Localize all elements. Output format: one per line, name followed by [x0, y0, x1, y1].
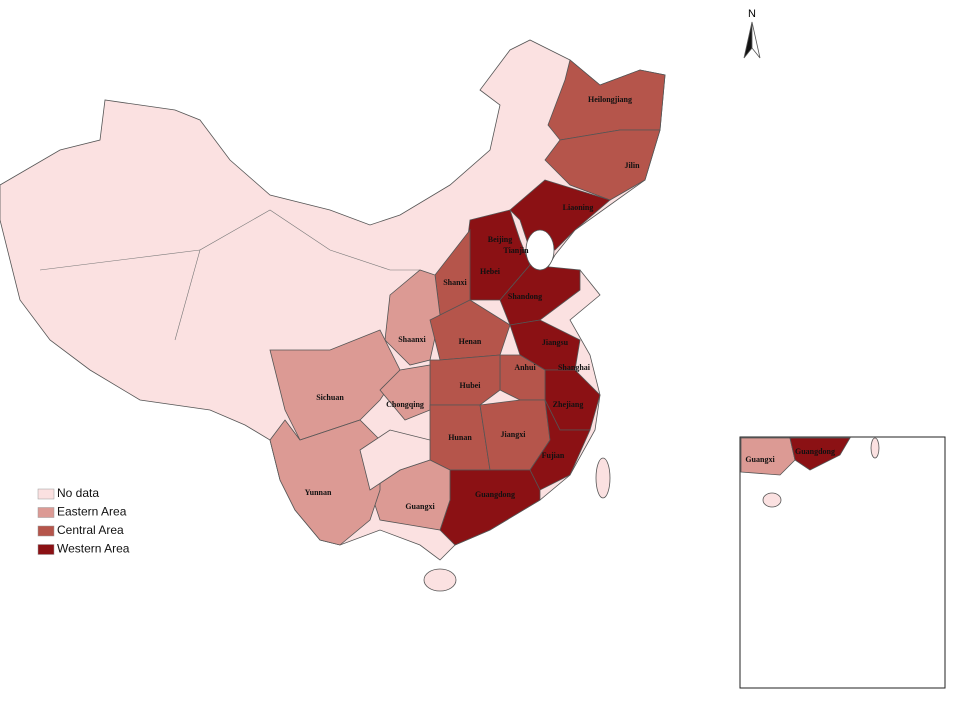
province-label: Shanghai — [558, 363, 591, 372]
province-label: Anhui — [514, 363, 536, 372]
province-label: Guangxi — [405, 502, 435, 511]
province-shape — [439, 469, 541, 546]
inset-shape — [740, 437, 796, 476]
province-label: Tianjin — [503, 246, 529, 255]
province-label: Hunan — [448, 433, 472, 442]
province-label: Heilongjiang — [588, 95, 632, 104]
province-label: Hebei — [480, 267, 501, 276]
north-label: N — [748, 8, 756, 20]
bay — [525, 229, 555, 271]
province-label: Henan — [459, 337, 482, 346]
inset: Guangxi Guangdong — [739, 436, 946, 689]
inset-label: Guangxi — [745, 455, 775, 464]
legend: No data Eastern Area Central Area Western A… — [37, 486, 130, 556]
province-label: Shanxi — [443, 278, 467, 287]
province-shape — [269, 329, 401, 441]
province-shape — [529, 399, 591, 491]
border — [174, 209, 420, 341]
arrow-half — [743, 21, 753, 59]
legend-label: No data — [57, 486, 99, 500]
legend-swatch — [37, 507, 55, 518]
province-shape — [429, 299, 511, 361]
legend-label: Central Area — [57, 523, 124, 537]
legend-swatch — [37, 544, 55, 555]
island — [762, 492, 782, 508]
legend-swatch — [37, 525, 55, 537]
province-shape — [544, 129, 661, 201]
province-label: Shandong — [508, 292, 542, 301]
province-shape — [269, 419, 381, 546]
province-label: Jiangxi — [501, 430, 527, 439]
north-arrow: N — [743, 8, 761, 59]
province-shape — [359, 429, 431, 491]
inset-label: Guangdong — [795, 447, 835, 456]
province-label: Jiangsu — [542, 338, 569, 347]
border — [39, 249, 201, 271]
legend-label: Western Area — [57, 542, 130, 556]
province-label: Beijing — [488, 235, 512, 244]
legend-swatch — [37, 488, 55, 500]
island — [423, 568, 457, 592]
province-label: Sichuan — [316, 393, 344, 402]
province-label: Fujian — [542, 451, 565, 460]
province-label: Jilin — [624, 161, 640, 170]
province-label: Zhejiang — [553, 400, 584, 409]
legend-label: Eastern Area — [57, 505, 127, 519]
province-label: Yunnan — [305, 488, 332, 497]
province-label: Liaoning — [563, 203, 594, 212]
island — [870, 437, 880, 459]
province-shape — [379, 364, 431, 421]
island — [595, 457, 611, 499]
inset-shape — [789, 437, 851, 471]
province-label: Chongqing — [386, 400, 424, 409]
arrow-half — [751, 21, 761, 59]
province-label: Shaanxi — [398, 335, 426, 344]
province-labels: Heilongjiang Jilin Liaoning Beijing Tian… — [305, 95, 641, 511]
inset-frame — [739, 436, 946, 689]
province-label: Hubei — [460, 381, 482, 390]
province-label: Guangdong — [475, 490, 515, 499]
